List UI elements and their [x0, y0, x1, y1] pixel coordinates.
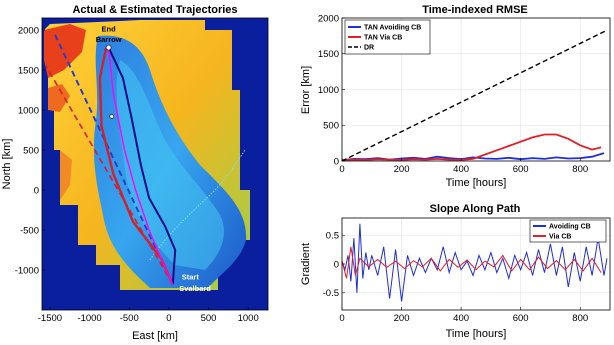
slope-ytick-label: 0.5	[326, 231, 339, 242]
rmse-ytick-label: 2000	[318, 13, 339, 24]
trajectory-ytick-label: 2000	[18, 25, 39, 36]
rmse-y-ticks: 0 500 1000 1500 2000	[318, 13, 345, 167]
slope-xlabel: Time [hours]	[446, 328, 507, 340]
rmse-xtick-label: 400	[453, 164, 469, 175]
land-patch-nw	[44, 24, 86, 78]
rmse-series-2	[341, 29, 608, 162]
rmse-legend: TAN Avoiding CB TAN Via CB DR	[344, 19, 431, 55]
trajectory-ylabel: North [km]	[1, 139, 13, 190]
trajectory-ytick-label: 500	[23, 145, 39, 156]
deep-ne	[232, 20, 268, 90]
rmse-x-ticks: 0 200 400 600 800	[339, 158, 588, 175]
trajectory-xtick-label: 500	[201, 313, 217, 324]
slope-series-1	[341, 246, 602, 279]
trajectory-xtick-label: 1000	[238, 313, 259, 324]
slope-xtick-label: 400	[453, 313, 469, 324]
rmse-title: Time-indexed RMSE	[422, 4, 528, 16]
ridge	[149, 149, 246, 261]
avoid-cb-trajectory	[107, 47, 177, 285]
annotation-end: End	[102, 25, 117, 34]
slope-series-0	[341, 223, 608, 302]
slope-legend-avoid-label: Avoiding CB	[549, 224, 591, 231]
slope-legend-via-label: Via CB	[549, 234, 571, 241]
rmse-panel: Time-indexed RMSE 0 200 400 600 800 0 500 1000…	[300, 4, 611, 189]
rmse-ytick-label: 1500	[318, 49, 339, 60]
deep-e	[250, 140, 268, 250]
rmse-xtick-label: 200	[394, 164, 410, 175]
trajectory-y-ticks: 2000 1500 1000 500 0 -500 -1000	[15, 25, 45, 276]
slope-lines	[341, 223, 608, 302]
slope-x-ticks: 0 200 400 600 800	[339, 307, 588, 324]
slope-xtick-label: 600	[513, 313, 529, 324]
slope-xtick-label: 200	[394, 313, 410, 324]
trajectory-xtick-label: -1000	[77, 313, 101, 324]
trajectory-title: Actual & Estimated Trajectories	[72, 4, 237, 16]
trajectory-ytick-label: 0	[34, 185, 39, 196]
trajectory-ytick-label: -1000	[15, 265, 39, 276]
end-marker	[105, 44, 112, 51]
slope-xtick-label: 0	[339, 313, 344, 324]
rmse-legend-dr-label: DR	[364, 45, 374, 52]
land-patch-w	[48, 84, 70, 112]
actual-trajectory	[107, 47, 174, 285]
rmse-xtick-label: 800	[572, 164, 588, 175]
rmse-legend-via-label: TAN Via CB	[364, 35, 402, 42]
slope-legend: Avoiding CB Via CB	[529, 219, 607, 243]
slope-ylabel: Gradient	[300, 243, 312, 285]
slope-legend-box	[529, 219, 607, 243]
rmse-series-1	[341, 133, 602, 162]
slope-title: Slope Along Path	[430, 203, 521, 215]
slope-ytick-label: -0.5	[323, 288, 339, 299]
rmse-xlabel: Time [hours]	[446, 177, 507, 189]
trajectory-xtick-label: 0	[166, 313, 171, 324]
slope-xtick-label: 800	[572, 313, 588, 324]
land-patch-sw	[60, 150, 72, 200]
trajectory-panel: Actual & Estimated Trajectories	[1, 4, 269, 342]
rmse-lines	[341, 29, 608, 162]
slope-y-ticks: 0.5 0 -0.5	[323, 231, 345, 299]
trajectory-ytick-label: 1000	[18, 105, 39, 116]
rmse-ylabel: Error [km]	[300, 66, 312, 114]
dr-trajectory-via	[45, 65, 174, 285]
rmse-xtick-label: 0	[339, 164, 344, 175]
trajectory-x-ticks: -1500 -1000 -500 0 500 1000	[38, 307, 259, 324]
rmse-ytick-label: 500	[323, 121, 339, 132]
annotation-svalbard: Svalbard	[179, 284, 211, 293]
annotation-start: Start	[182, 273, 200, 282]
mid-marker	[109, 114, 115, 119]
rmse-ytick-label: 1000	[318, 85, 339, 96]
trajectory-ytick-label: 1500	[18, 65, 39, 76]
rmse-xtick-label: 600	[513, 164, 529, 175]
basin-inner	[116, 60, 225, 270]
trajectories	[45, 31, 177, 285]
trajectory-axes-box	[41, 17, 269, 311]
trajectory-xlabel: East [km]	[132, 330, 178, 342]
trajectory-xtick-label: -500	[120, 313, 139, 324]
rmse-ytick-label: 0	[334, 156, 339, 167]
rmse-legend-avoid-label: TAN Avoiding CB	[364, 25, 421, 32]
annotation-barrow: Barrow	[96, 35, 122, 44]
trajectory-ytick-label: -500	[20, 225, 39, 236]
slope-panel: Slope Along Path 0 200 400 600 800 0.50-0.5 …	[300, 203, 611, 340]
dr-trajectory	[52, 31, 174, 285]
trajectory-xtick-label: -1500	[38, 313, 62, 324]
bathymetry-map	[42, 18, 268, 310]
slope-ytick-label: 0	[334, 259, 339, 270]
